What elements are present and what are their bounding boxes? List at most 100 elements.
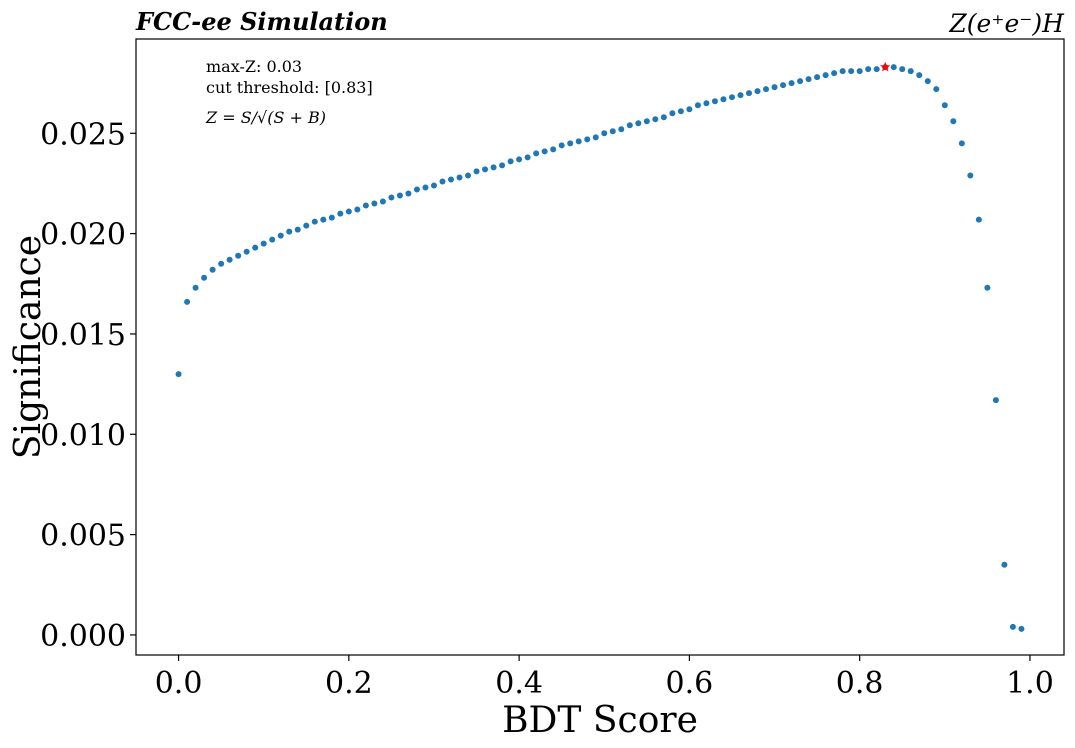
data-point: [635, 120, 642, 127]
data-point: [218, 260, 225, 267]
chart-title-right: Z(e⁺e⁻)H: [948, 9, 1065, 38]
data-point: [252, 244, 259, 251]
data-point: [592, 134, 599, 141]
y-tick-label: 0.015: [40, 318, 126, 353]
data-point: [243, 248, 250, 255]
y-tick-label: 0.025: [40, 117, 126, 152]
data-point: [499, 162, 506, 169]
data-point: [388, 194, 395, 201]
data-point: [192, 284, 199, 291]
data-point: [916, 72, 923, 79]
data-point: [439, 178, 446, 185]
data-point: [890, 64, 897, 71]
data-point: [277, 232, 284, 239]
data-point: [584, 136, 591, 143]
data-point: [907, 68, 914, 75]
data-point: [320, 216, 327, 223]
chart-title-left: FCC-ee Simulation: [135, 7, 388, 36]
data-point: [745, 90, 752, 97]
data-point: [558, 142, 565, 149]
data-point: [524, 154, 531, 161]
data-points: [175, 61, 1025, 632]
x-tick-label: 0.4: [495, 666, 543, 701]
data-point: [771, 84, 778, 91]
data-point: [226, 256, 233, 263]
data-point: [354, 206, 361, 213]
y-axis-label: Significance: [8, 235, 49, 459]
data-point: [975, 216, 982, 223]
x-axis-label: BDT Score: [502, 700, 698, 741]
data-point: [328, 214, 335, 221]
data-point: [473, 168, 480, 175]
data-point: [430, 182, 437, 189]
data-point: [780, 82, 787, 89]
data-point: [669, 110, 676, 117]
data-point: [609, 128, 616, 135]
data-point: [405, 190, 412, 197]
data-point: [550, 146, 557, 153]
data-point: [958, 140, 965, 147]
data-point: [294, 226, 301, 233]
data-point: [950, 118, 957, 125]
data-point: [507, 158, 514, 165]
data-point: [677, 108, 684, 115]
y-tick-label: 0.020: [40, 218, 126, 253]
data-point: [1001, 561, 1008, 568]
data-point: [967, 172, 974, 179]
data-point: [643, 118, 650, 125]
data-point: [209, 266, 216, 273]
data-point: [737, 92, 744, 99]
data-point: [465, 172, 472, 179]
data-point: [362, 202, 369, 209]
data-point: [839, 68, 846, 75]
data-point: [899, 66, 906, 73]
data-point: [694, 102, 701, 109]
data-point: [371, 200, 378, 207]
data-point: [1009, 623, 1016, 630]
data-point: [992, 397, 999, 404]
data-point: [379, 198, 386, 205]
data-point: [413, 186, 420, 193]
x-axis-ticks: 0.0 0.2 0.4 0.6 0.8 1.0: [155, 655, 1054, 701]
data-point: [703, 100, 710, 107]
data-point: [814, 74, 821, 81]
data-point: [201, 274, 208, 281]
data-point: [175, 371, 182, 378]
data-point: [235, 252, 242, 259]
y-tick-label: 0.000: [40, 619, 126, 654]
data-point: [618, 126, 625, 133]
data-point: [763, 86, 770, 93]
annotation-max-z: max-Z: 0.03: [206, 57, 302, 76]
data-point: [856, 68, 863, 75]
data-point: [303, 222, 310, 229]
data-point: [567, 140, 574, 147]
data-point: [448, 176, 455, 183]
data-point: [686, 106, 693, 113]
annotation-cut-threshold: cut threshold: [0.83]: [206, 78, 373, 97]
data-point: [269, 236, 276, 243]
data-point: [533, 150, 540, 157]
data-point: [984, 284, 991, 291]
data-point: [720, 96, 727, 103]
data-point: [345, 208, 352, 215]
data-point: [575, 138, 582, 145]
data-point: [652, 116, 659, 123]
x-tick-label: 0.2: [325, 666, 373, 701]
x-tick-label: 0.6: [666, 666, 714, 701]
x-tick-label: 0.8: [836, 666, 884, 701]
data-point: [516, 156, 523, 163]
y-tick-label: 0.010: [40, 418, 126, 453]
data-point: [822, 72, 829, 79]
data-point: [626, 122, 633, 129]
data-point: [337, 210, 344, 217]
data-point: [396, 192, 403, 199]
data-point: [848, 68, 855, 75]
data-point: [933, 86, 940, 93]
data-point: [490, 164, 497, 171]
y-axis-ticks: 0.000 0.005 0.010 0.015 0.020 0.025: [40, 117, 136, 654]
data-point: [873, 66, 880, 73]
data-point: [711, 98, 718, 105]
plot-frame: [135, 38, 1065, 656]
data-point: [286, 228, 293, 235]
